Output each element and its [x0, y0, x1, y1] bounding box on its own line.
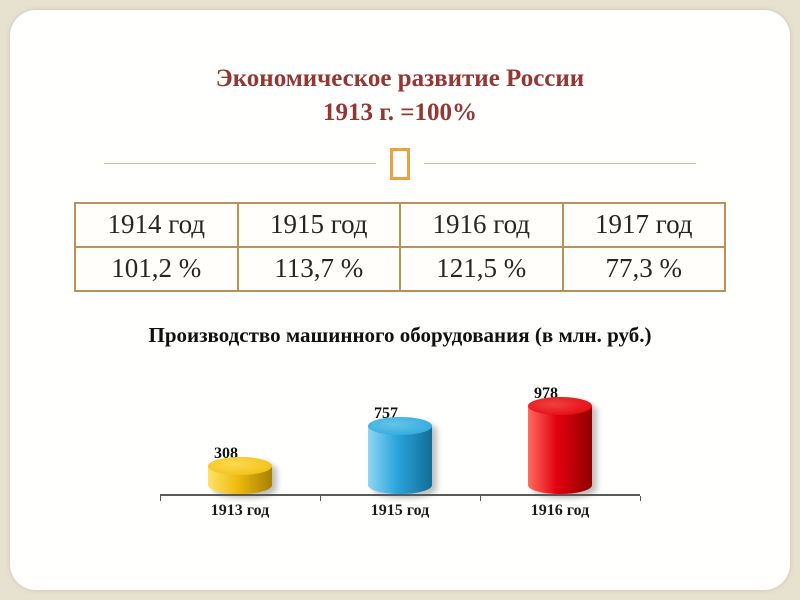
table-value-cell-1917: 77,3 % — [561, 245, 726, 292]
chart-plot-area: 308 757 978 — [160, 362, 641, 520]
bar-1913: 308 — [170, 445, 310, 494]
slide-title-line1: Экономическое развитие России — [215, 65, 585, 92]
title-divider — [10, 146, 790, 182]
table-value-cell-1916: 121,5 % — [399, 245, 564, 292]
x-axis-tick — [319, 495, 321, 501]
bar-1915: 757 — [330, 405, 470, 494]
divider-line-right — [424, 163, 696, 164]
cylinder-top-1916 — [528, 396, 592, 415]
x-axis-labels: 1913 год 1915 год 1916 год — [160, 502, 640, 520]
divider-ornament-icon — [390, 147, 410, 180]
x-axis-label-1915: 1915 год — [370, 501, 430, 519]
x-axis-tick — [640, 495, 641, 501]
x-axis-tick — [479, 495, 481, 501]
cylinder-body-1915 — [368, 425, 432, 494]
table-header-cell-1915: 1915 год — [236, 201, 401, 248]
x-axis — [160, 493, 641, 501]
table-header-cell-1917: 1917 год — [561, 201, 726, 248]
chart-bars: 308 757 978 — [160, 362, 640, 494]
cylinder-top-1915 — [368, 416, 432, 435]
table-value-row: 101,2 % 113,7 % 121,5 % 77,3 % — [74, 245, 726, 292]
cylinder-body-1916 — [528, 405, 592, 494]
x-axis-label-1913: 1913 год — [210, 501, 270, 519]
machinery-production-chart: Производство машинного оборудования (в м… — [10, 322, 790, 520]
table-header-cell-1916: 1916 год — [399, 201, 564, 248]
cylinder-bar-1916 — [528, 396, 592, 494]
chart-title: Производство машинного оборудования (в м… — [148, 322, 652, 347]
cylinder-bar-1915 — [368, 416, 432, 494]
table-value-cell-1915: 113,7 % — [236, 245, 401, 292]
table-value-cell-1914: 101,2 % — [74, 245, 239, 292]
table-header-row: 1914 год 1915 год 1916 год 1917 год — [74, 201, 726, 248]
cylinder-bar-1913 — [208, 456, 272, 494]
cylinder-top-1913 — [208, 456, 272, 475]
slide-title-line2: 1913 г. =100% — [322, 98, 478, 126]
slide-card: Экономическое развитие России 1913 г. =1… — [10, 10, 790, 590]
x-axis-label-1916: 1916 год — [530, 501, 590, 519]
bar-1916: 978 — [490, 385, 630, 494]
economy-index-table: 1914 год 1915 год 1916 год 1917 год 101,… — [74, 201, 726, 292]
divider-line-left — [104, 163, 376, 164]
x-axis-tick — [160, 495, 161, 501]
slide-title: Экономическое развитие России 1913 г. =1… — [10, 62, 790, 130]
table-header-cell-1914: 1914 год — [74, 201, 239, 248]
